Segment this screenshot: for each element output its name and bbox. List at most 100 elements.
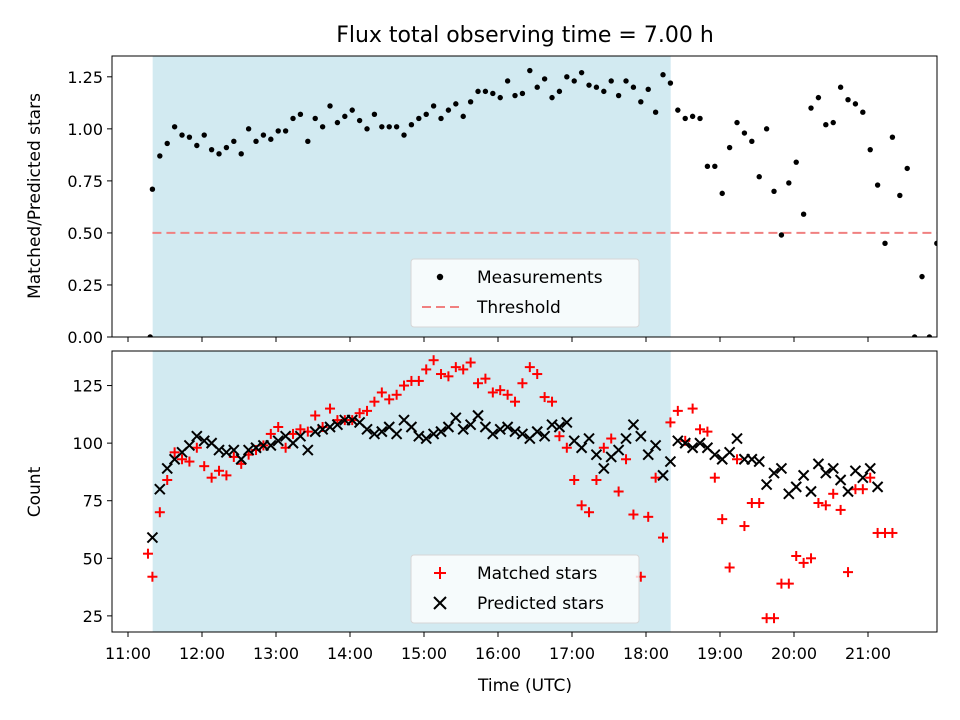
measurement-point: [556, 88, 563, 95]
measurement-point: [897, 192, 903, 199]
predicted-star-point: [664, 455, 677, 468]
predicted-star-point: [331, 418, 344, 431]
measurement-point: [578, 69, 585, 76]
matched-star-point: [650, 472, 661, 483]
y-tick-label: 50: [83, 549, 103, 568]
predicted-star-point: [805, 485, 817, 498]
matched-star-point: [184, 456, 195, 467]
measurement-point: [956, 218, 960, 223]
chart-title: Flux total observing time = 7.00 h: [336, 23, 714, 48]
predicted-star-point: [435, 425, 447, 438]
predicted-star-point: [797, 469, 810, 482]
matched-star-point: [643, 511, 654, 522]
predicted-star-point: [768, 467, 780, 479]
measurement-point: [245, 126, 252, 132]
matched-star-point: [154, 507, 165, 518]
predicted-star-point: [871, 481, 884, 493]
predicted-star-point: [642, 448, 654, 461]
matched-star-point: [754, 498, 765, 509]
bottom-y-axis-label: Count: [25, 466, 45, 517]
measurement-point: [275, 128, 281, 134]
measurement-point: [216, 151, 222, 157]
measurement-point: [223, 144, 230, 151]
matched-star-point: [709, 472, 720, 483]
predicted-star-point: [546, 418, 558, 431]
predicted-star-point: [487, 428, 499, 440]
x-tick-label: 20:00: [771, 644, 817, 663]
measurement-point: [667, 80, 674, 86]
measurement-point: [926, 334, 933, 337]
measurement-point: [645, 86, 651, 93]
predicted-star-point: [220, 446, 233, 459]
predicted-star-point: [265, 439, 277, 452]
y-tick-label: 75: [83, 492, 103, 511]
predicted-star-point: [709, 448, 721, 461]
predicted-star-point: [746, 453, 758, 465]
measurement-point: [401, 132, 407, 138]
predicted-star-point: [679, 437, 691, 449]
matched-star-point: [443, 371, 454, 382]
matched-star-point: [162, 474, 173, 485]
predicted-star-point: [812, 458, 825, 470]
matched-star-point: [835, 504, 846, 515]
measurement-point: [253, 138, 259, 145]
predicted-star-point: [309, 425, 321, 438]
matched-star-point: [672, 405, 683, 416]
predicted-star-point: [250, 442, 262, 454]
matched-star-point: [539, 392, 550, 403]
measurement-point: [356, 117, 363, 124]
matched-star-point: [502, 389, 513, 400]
predicted-star-point: [405, 421, 418, 433]
matched-star-point: [450, 362, 461, 373]
predicted-star-point: [686, 442, 699, 454]
measurement-point: [867, 146, 873, 153]
matched-star-point: [169, 447, 180, 458]
matched-star-point: [480, 373, 491, 384]
bottom-axes-frame: [111, 350, 938, 633]
top-plot-area: [147, 67, 960, 337]
measurement-point: [149, 186, 156, 192]
predicted-star-point: [753, 455, 765, 468]
predicted-star-point: [627, 418, 640, 431]
measurement-point: [519, 90, 526, 97]
predicted-star-point: [598, 462, 610, 475]
measurement-point: [734, 119, 740, 126]
predicted-star-point: [302, 444, 314, 456]
predicted-star-point: [361, 423, 373, 436]
measurement-point: [512, 92, 518, 99]
measurement-point: [934, 240, 937, 247]
measurement-point: [726, 144, 733, 151]
predicted-star-point: [324, 421, 336, 433]
measurement-point: [763, 126, 770, 132]
predicted-star-point: [272, 435, 284, 447]
measurement-point: [453, 101, 459, 107]
measurement-point: [719, 190, 725, 197]
measurement-point: [157, 153, 163, 159]
measurement-point: [260, 132, 267, 138]
measurement-point: [800, 211, 807, 217]
measurement-point: [638, 99, 644, 105]
measurement-point: [475, 88, 481, 95]
measurement-point: [305, 138, 311, 145]
matched-star-point: [177, 454, 188, 465]
predicted-star-point: [376, 425, 388, 438]
predicted-star-point: [390, 428, 403, 440]
top-y-axis-label: Matched/Predicted stars: [25, 93, 45, 299]
x-tick-label: 17:00: [549, 644, 595, 663]
measurement-point: [371, 111, 378, 117]
predicted-star-point: [575, 442, 588, 454]
matched-star-point: [413, 375, 424, 386]
measurement-point: [630, 84, 637, 90]
matched-star-point: [532, 369, 543, 380]
matched-star-point: [732, 454, 743, 465]
matched-star-point: [769, 613, 780, 624]
measurement-point: [438, 115, 444, 122]
legend-matched-label: Matched stars: [477, 564, 597, 584]
predicted-star-point: [672, 435, 684, 447]
matched-star-point: [295, 424, 306, 435]
predicted-star-point: [457, 423, 469, 436]
predicted-star-point: [635, 430, 647, 442]
measurement-point: [208, 146, 215, 153]
y-tick-label: 0.00: [67, 328, 103, 347]
